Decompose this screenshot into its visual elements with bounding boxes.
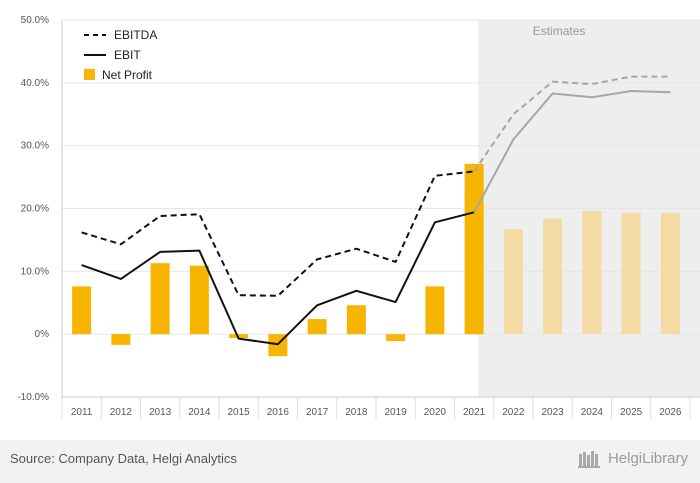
x-tick-label: 2022 (502, 407, 525, 418)
x-tick-label: 2026 (659, 407, 682, 418)
legend: EBITDA EBIT Net Profit (84, 28, 157, 82)
y-tick-label: 40.0% (21, 78, 49, 89)
net-profit-bar (346, 305, 366, 335)
ebit-line (81, 211, 475, 346)
x-axis: 2011 2012 2013 2014 2015 2016 2017 2018 2019 2020… (61, 396, 700, 419)
net-profit-bar (582, 211, 602, 335)
x-tick-label: 2013 (149, 407, 172, 418)
y-tick-label: -10.0% (17, 392, 49, 403)
net-profit-bar (111, 334, 131, 345)
y-tick-label: 30.0% (21, 141, 49, 152)
legend-net-profit-swatch (84, 69, 95, 80)
x-tick-label: 2023 (542, 407, 565, 418)
x-tick-label: 2018 (345, 407, 368, 418)
x-tick-label: 2021 (463, 407, 486, 418)
net-profit-bar (543, 218, 563, 335)
net-profit-bar (150, 263, 170, 335)
estimates-label: Estimates (533, 24, 586, 38)
library-icon (577, 451, 600, 468)
net-profit-bar (503, 229, 523, 335)
y-tick-label: 20.0% (21, 204, 49, 215)
net-profit-bar (307, 319, 327, 335)
helgi-library-logo[interactable]: HelgiLibrary (577, 448, 688, 468)
x-tick-label: 2012 (110, 407, 133, 418)
ebitda-estimate-line (473, 75, 671, 172)
y-tick-label: 0% (35, 329, 50, 340)
x-tick-label: 2024 (581, 407, 604, 418)
x-tick-label: 2020 (424, 407, 447, 418)
net-profit-bar (229, 334, 249, 338)
line-series (81, 75, 671, 346)
x-tick-label: 2017 (306, 407, 329, 418)
legend-net-profit-label: Net Profit (102, 68, 153, 82)
x-tick-label: 2016 (267, 407, 290, 418)
net-profit-bar (464, 163, 484, 335)
source-note: Source: Company Data, Helgi Analytics (10, 451, 237, 466)
net-profit-bar (386, 334, 406, 342)
legend-ebitda-label: EBITDA (114, 28, 157, 42)
x-tick-label: 2011 (71, 407, 93, 418)
chart: Estimates -10.0% 0% 10.0% 20.0% 30.0% 40.0% 50… (17, 15, 700, 419)
ebit-estimate-line (473, 90, 671, 213)
x-tick-label: 2014 (188, 407, 211, 418)
net-profit-bar (72, 286, 92, 335)
net-profit-bar (660, 212, 680, 335)
logo-text: HelgiLibrary (607, 449, 688, 467)
y-axis: -10.0% 0% 10.0% 20.0% 30.0% 40.0% 50.0% (17, 15, 63, 403)
net-profit-bar (189, 265, 209, 335)
net-profit-bar (621, 212, 641, 335)
y-tick-label: 50.0% (21, 15, 49, 26)
net-profit-bar (425, 286, 445, 335)
legend-ebit-label: EBIT (114, 48, 141, 62)
footer: Source: Company Data, Helgi Analytics He… (0, 440, 700, 483)
ebitda-line (81, 170, 475, 297)
x-tick-label: 2019 (385, 407, 408, 418)
y-tick-label: 10.0% (21, 266, 49, 277)
x-tick-label: 2025 (620, 407, 643, 418)
net-profit-bars (72, 163, 680, 357)
x-tick-label: 2015 (228, 407, 251, 418)
